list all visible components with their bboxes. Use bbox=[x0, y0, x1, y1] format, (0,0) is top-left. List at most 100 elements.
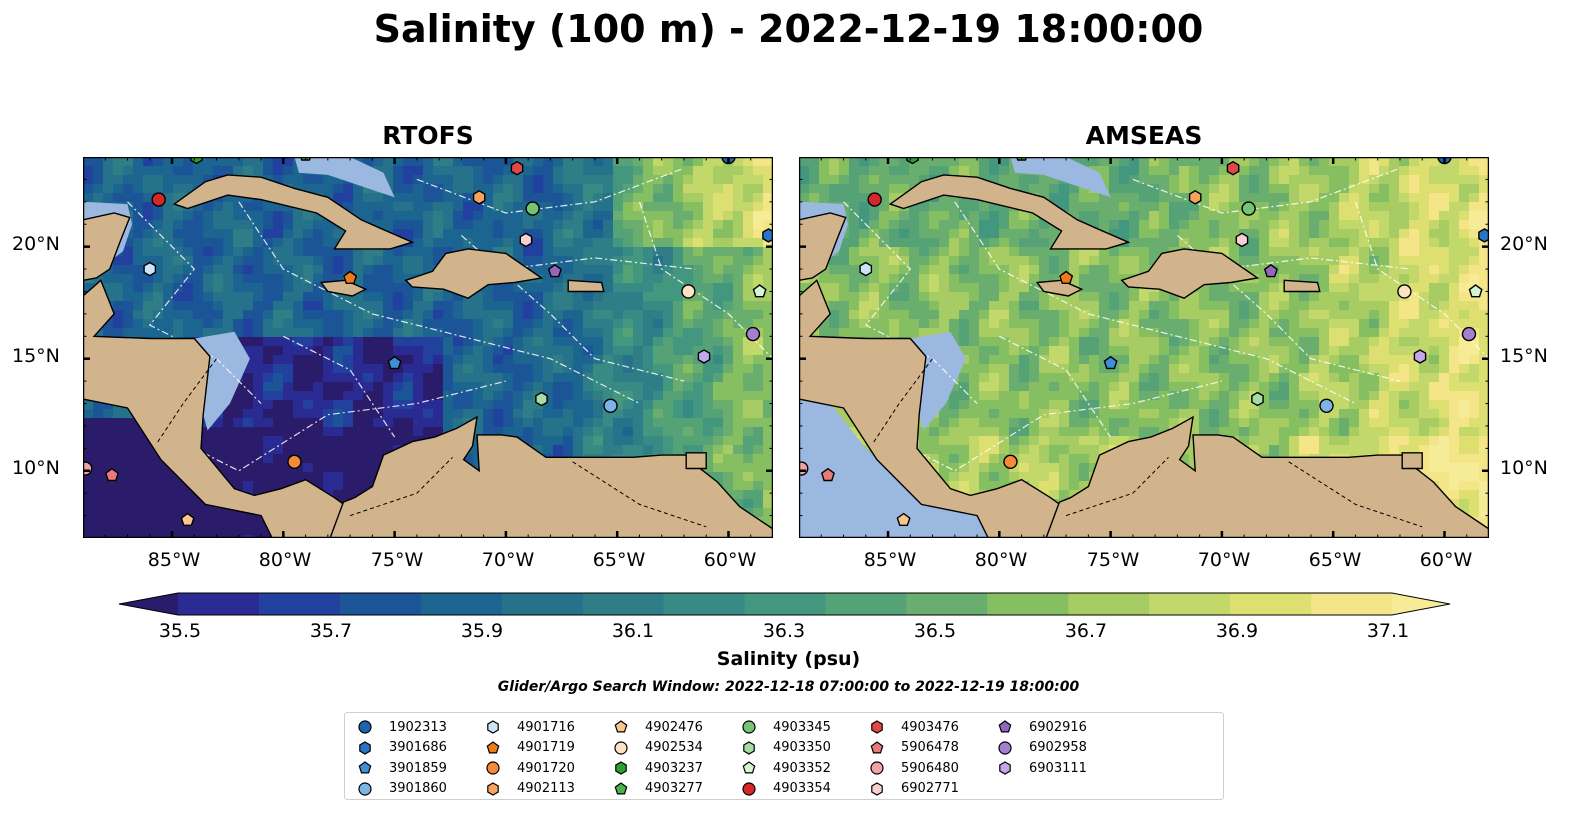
colorbar-tick-label: 35.7 bbox=[309, 620, 353, 642]
legend-item: 4903352 bbox=[739, 758, 831, 779]
float-marker-4903350 bbox=[535, 391, 548, 407]
legend-item: 4903237 bbox=[611, 758, 703, 779]
map-panel-amseas bbox=[799, 157, 1489, 538]
legend-label: 4901716 bbox=[517, 719, 575, 735]
lat-tick-label: 15°N bbox=[12, 345, 60, 367]
legend-column: 4901716 4901719 4901720 4902113 bbox=[483, 717, 575, 799]
legend-label: 3901686 bbox=[389, 740, 447, 756]
legend-label: 4902113 bbox=[517, 781, 575, 797]
eez-boundary bbox=[843, 201, 978, 404]
nicaragua-shelf bbox=[194, 331, 250, 431]
pentagon-marker-icon bbox=[486, 741, 500, 754]
float-marker-4903352 bbox=[1468, 284, 1483, 298]
legend-label: 4903354 bbox=[773, 781, 831, 797]
south-america-land bbox=[329, 415, 773, 538]
legend-label: 4903345 bbox=[773, 719, 831, 735]
legend-item: 5906480 bbox=[867, 758, 959, 779]
legend-label: 6902958 bbox=[1029, 740, 1087, 756]
bahamas-bank bbox=[1010, 157, 1111, 198]
country-border bbox=[1065, 456, 1169, 517]
colorbar-segment bbox=[1230, 593, 1312, 615]
legend-label: 4903476 bbox=[901, 719, 959, 735]
lon-tick-label: 80°W bbox=[258, 549, 312, 571]
legend-item: 3901859 bbox=[355, 758, 447, 779]
float-marker-6902771 bbox=[519, 232, 533, 248]
colorbar-segment bbox=[1068, 593, 1150, 615]
eez-boundary bbox=[1221, 257, 1412, 270]
pentagon-marker-icon bbox=[998, 720, 1012, 733]
colorbar-outline bbox=[118, 592, 1451, 616]
hexagon-marker-icon bbox=[871, 782, 883, 796]
colorbar-segment bbox=[178, 593, 260, 615]
legend-label: 4903352 bbox=[773, 760, 831, 776]
colorbar-segment bbox=[744, 593, 826, 615]
lon-tick-label: 70°W bbox=[1197, 549, 1251, 571]
eez-boundary bbox=[238, 201, 640, 405]
puerto-rico-land bbox=[567, 279, 605, 293]
legend-label: 6902916 bbox=[1029, 719, 1087, 735]
lat-tick-label: 10°N bbox=[1500, 457, 1548, 479]
figure-title: Salinity (100 m) - 2022-12-19 18:00:00 bbox=[373, 7, 1204, 51]
legend-item: 6902771 bbox=[867, 779, 959, 800]
legend-item: 6902958 bbox=[995, 738, 1087, 759]
colorbar-tick-label: 36.1 bbox=[611, 620, 655, 642]
lon-tick-label: 65°W bbox=[592, 549, 646, 571]
legend-label: 4903237 bbox=[645, 760, 703, 776]
lon-tick-label: 60°W bbox=[703, 549, 757, 571]
pentagon-marker-icon bbox=[614, 720, 628, 733]
cuba-land bbox=[888, 174, 1131, 250]
legend-column: 4903345 4903350 4903352 4903354 bbox=[739, 717, 831, 799]
legend-label: 4903350 bbox=[773, 740, 831, 756]
colorbar-tick-label: 36.3 bbox=[762, 620, 806, 642]
map-frame bbox=[83, 157, 773, 538]
pentagon-marker-icon bbox=[614, 782, 628, 795]
trinidad-land bbox=[685, 452, 707, 470]
legend-label: 5906478 bbox=[901, 740, 959, 756]
lat-tick-label: 10°N bbox=[12, 457, 60, 479]
circle-marker-icon bbox=[742, 782, 756, 796]
legend-item: 3901860 bbox=[355, 779, 447, 800]
legend-item: 4901716 bbox=[483, 717, 575, 738]
legend-item: 4901719 bbox=[483, 738, 575, 759]
float-marker-3901859 bbox=[1103, 355, 1118, 370]
lon-tick-label: 60°W bbox=[1419, 549, 1473, 571]
legend-item: 3901686 bbox=[355, 738, 447, 759]
float-marker-4901719 bbox=[343, 270, 358, 285]
float-marker-4901720 bbox=[1003, 454, 1018, 469]
legend-item: 4902534 bbox=[611, 738, 703, 759]
central-america-land bbox=[83, 279, 352, 538]
float-marker-4903345 bbox=[525, 201, 540, 216]
colorbar-tick-label: 37.1 bbox=[1366, 620, 1410, 642]
trinidad-land bbox=[1401, 452, 1423, 470]
float-marker-4902476 bbox=[180, 512, 195, 526]
jamaica-land bbox=[319, 279, 368, 297]
panel-title-amseas: AMSEAS bbox=[1085, 121, 1203, 150]
float-marker-4901719 bbox=[1059, 270, 1074, 285]
legend-label: 4902534 bbox=[645, 740, 703, 756]
hispaniola-land bbox=[404, 248, 544, 299]
legend-column: 4902476 4902534 4903237 4903277 bbox=[611, 717, 703, 799]
legend-item: 5906478 bbox=[867, 738, 959, 759]
float-marker-4902113 bbox=[1188, 189, 1202, 205]
eez-boundary bbox=[865, 380, 1223, 472]
float-marker-4901720 bbox=[287, 454, 302, 469]
yucatan-land bbox=[83, 212, 131, 282]
hexagon-marker-icon bbox=[743, 741, 755, 755]
eez-boundary bbox=[461, 234, 685, 382]
float-marker-4903345 bbox=[1241, 201, 1256, 216]
float-marker-4901716 bbox=[859, 261, 873, 277]
legend-column: 4903476 5906478 5906480 6902771 bbox=[867, 717, 959, 799]
central-america-land bbox=[799, 279, 1068, 538]
legend-label: 4901720 bbox=[517, 760, 575, 776]
salinity-colorbar bbox=[118, 592, 1451, 616]
legend-item: 4901720 bbox=[483, 758, 575, 779]
float-marker-4903354 bbox=[867, 192, 882, 207]
map-panel-rtofs bbox=[83, 157, 773, 538]
legend-item: 4903476 bbox=[867, 717, 959, 738]
float-marker-5906480 bbox=[799, 461, 809, 476]
float-marker-6903111 bbox=[1413, 349, 1427, 364]
float-marker-5906480 bbox=[83, 461, 93, 476]
pentagon-marker-icon bbox=[742, 761, 756, 774]
panel-title-rtofs: RTOFS bbox=[382, 121, 474, 150]
float-marker-3901686 bbox=[1478, 228, 1489, 243]
